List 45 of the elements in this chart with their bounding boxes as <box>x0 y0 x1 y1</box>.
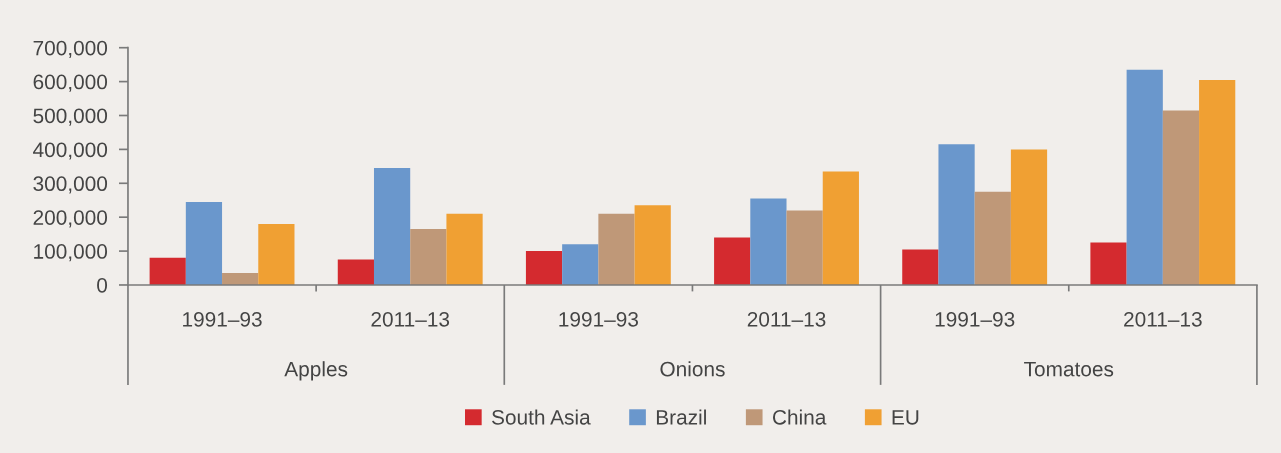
x-tick-label: 1991–93 <box>183 311 262 327</box>
y-tick-label: 100,000 <box>34 244 108 262</box>
bar <box>258 223 295 285</box>
text: Tomatoes <box>1024 361 1114 377</box>
x-tick-label: 1991–93 <box>935 311 1015 327</box>
bar <box>562 244 599 285</box>
bar <box>446 213 483 285</box>
legend-label: EU <box>892 410 919 425</box>
text: Apples <box>284 361 348 381</box>
bar <box>902 249 939 285</box>
bar <box>525 251 563 285</box>
bar <box>222 273 259 285</box>
x-tick-label: 2011–13 <box>1124 311 1202 327</box>
y-tick-label: 0 <box>97 277 108 293</box>
y-tick-label: 700,000 <box>33 40 108 58</box>
y-tick-label: 400,000 <box>33 142 108 160</box>
bar <box>1162 110 1200 285</box>
bar <box>410 229 447 285</box>
y-tick-label: 500,000 <box>33 108 108 126</box>
bar <box>598 213 635 285</box>
y-tick-label: 600,000 <box>33 74 108 92</box>
legend-label: South Asia <box>492 409 591 425</box>
bar <box>1010 149 1048 285</box>
y-tick-label: 300,000 <box>33 176 108 194</box>
x-tick-label: 1991–93 <box>559 311 639 327</box>
text: Onions <box>660 361 725 377</box>
bar <box>822 171 859 285</box>
bar <box>337 259 374 285</box>
x-tick-label: 2011–13 <box>371 311 450 327</box>
x-tick-label: 2011–13 <box>747 311 826 327</box>
bar <box>750 198 787 285</box>
legend-label: Brazil <box>656 409 706 425</box>
bar <box>373 168 411 285</box>
bar <box>1126 69 1163 285</box>
bar <box>634 205 671 285</box>
bar <box>149 257 186 285</box>
y-tick-label: 200,000 <box>33 210 108 228</box>
bar <box>786 210 823 285</box>
bar <box>938 144 975 285</box>
bar <box>1199 79 1236 285</box>
bar <box>974 191 1011 285</box>
bar <box>714 237 751 285</box>
bar <box>185 201 223 285</box>
legend-label: China <box>772 409 827 425</box>
bar <box>1090 242 1127 285</box>
